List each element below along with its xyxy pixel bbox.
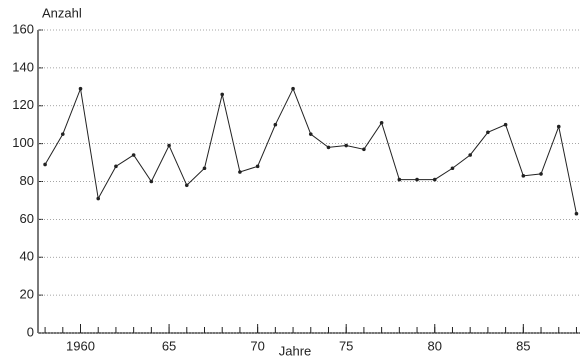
- data-point: [539, 172, 543, 176]
- data-point: [114, 164, 118, 169]
- y-axis-title: Anzahl: [42, 5, 82, 20]
- data-point: [574, 211, 579, 216]
- x-tick-label: 65: [162, 338, 176, 353]
- data-point: [255, 164, 260, 169]
- data-point: [432, 177, 437, 182]
- data-point: [397, 177, 402, 182]
- data-point: [149, 179, 154, 184]
- data-point: [486, 130, 490, 135]
- data-point: [96, 196, 101, 201]
- data-point: [202, 166, 207, 171]
- x-tick-label: 75: [339, 338, 353, 353]
- data-point: [308, 132, 313, 136]
- y-tick-label: 160: [12, 21, 34, 36]
- data-line: [44, 86, 577, 214]
- y-tick-label: 0: [27, 324, 34, 339]
- data-point: [291, 86, 295, 91]
- data-point: [238, 170, 242, 174]
- data-point: [326, 145, 331, 150]
- x-axis-title: Jahre: [279, 343, 312, 358]
- x-tick-label: 85: [516, 338, 530, 353]
- data-point: [131, 153, 136, 157]
- data-point: [379, 120, 384, 125]
- data-point: [468, 153, 472, 157]
- data-point: [415, 177, 419, 182]
- data-point: [78, 86, 83, 91]
- data-point: [220, 92, 225, 97]
- data-point: [273, 122, 278, 127]
- y-tick-label: 100: [12, 135, 34, 150]
- data-point: [167, 143, 171, 148]
- x-tick-label: 1960: [66, 338, 95, 353]
- y-tick-label: 20: [20, 287, 34, 302]
- data-point: [450, 166, 455, 171]
- y-tick-label: 80: [20, 173, 34, 188]
- x-tick-label: 70: [250, 338, 264, 353]
- data-point: [521, 174, 526, 178]
- data-point: [43, 162, 47, 167]
- y-tick-label: 120: [12, 97, 34, 112]
- y-tick-label: 140: [12, 59, 34, 74]
- y-tick-label: 40: [20, 249, 34, 264]
- data-point: [184, 183, 189, 188]
- data-point: [503, 122, 508, 127]
- x-tick-label: 80: [428, 338, 442, 353]
- y-tick-label: 60: [20, 211, 34, 226]
- data-point: [362, 147, 366, 152]
- data-point: [60, 132, 65, 136]
- data-point: [556, 124, 561, 129]
- data-point: [344, 143, 348, 148]
